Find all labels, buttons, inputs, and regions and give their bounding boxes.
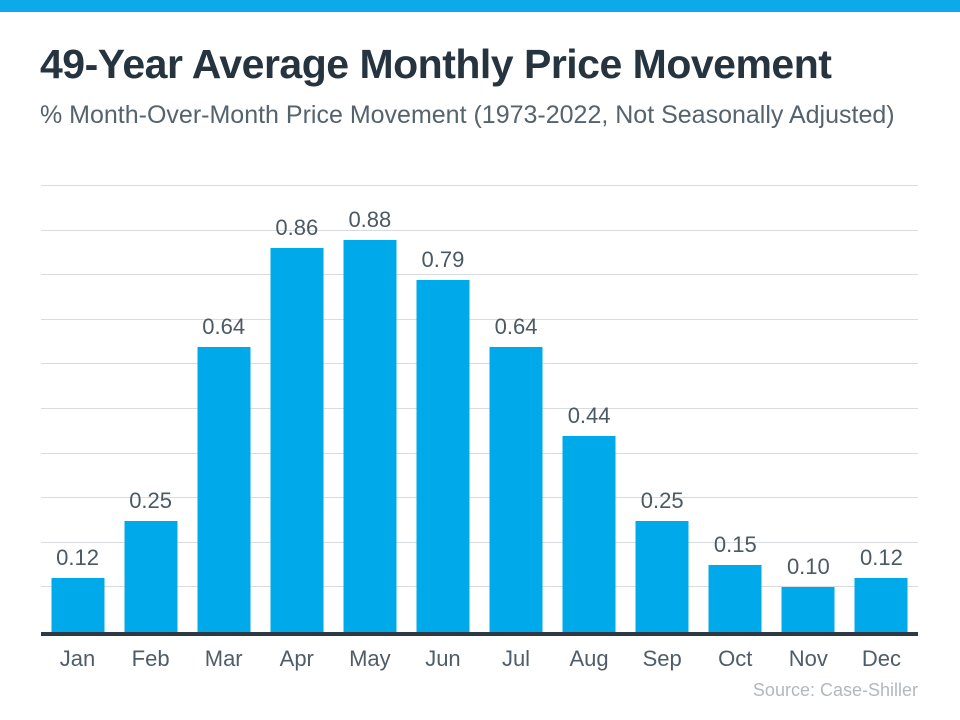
x-tick-dec: Dec bbox=[861, 646, 901, 671]
bar-mar bbox=[197, 346, 251, 632]
gridline bbox=[41, 274, 918, 276]
gridline bbox=[41, 541, 918, 543]
source-credit: Source: Case-Shiller bbox=[752, 680, 918, 700]
bar-slot-feb: 0.25 bbox=[114, 186, 187, 632]
x-tick-may: May bbox=[349, 646, 391, 671]
bar-value-label-aug: 0.44 bbox=[567, 402, 611, 428]
bar-aug bbox=[562, 435, 616, 632]
bar-value-label-may: 0.88 bbox=[348, 206, 392, 232]
bar-slot-oct: 0.15 bbox=[699, 186, 772, 632]
bar-value-label-apr: 0.86 bbox=[275, 215, 319, 241]
x-tick-mar: Mar bbox=[204, 646, 243, 671]
chart-header: 49-Year Average Monthly Price Movement %… bbox=[40, 41, 920, 130]
bar-jul bbox=[489, 346, 543, 632]
page-title: 49-Year Average Monthly Price Movement bbox=[40, 41, 832, 87]
bar-value-label-jul: 0.64 bbox=[494, 313, 538, 339]
x-tick-aug: Aug bbox=[569, 646, 609, 671]
page-subtitle: % Month-Over-Month Price Movement (1973-… bbox=[40, 101, 895, 130]
bar-slot-jan: 0.12 bbox=[41, 186, 114, 632]
bar-jan bbox=[51, 578, 105, 632]
x-tick-nov: Nov bbox=[788, 646, 828, 671]
gridline bbox=[41, 229, 918, 231]
bar-slot-dec: 0.12 bbox=[845, 186, 918, 632]
x-axis-labels: Jan Feb Mar Apr May Jun Jul Aug Sep Oct Nov Dec bbox=[41, 646, 918, 672]
gridline bbox=[41, 318, 918, 320]
bar-value-label-sep: 0.25 bbox=[640, 487, 684, 513]
gridline bbox=[41, 185, 918, 186]
bar-dec bbox=[854, 578, 908, 632]
gridline bbox=[41, 586, 918, 588]
bar-slot-jun: 0.79 bbox=[406, 186, 479, 632]
bar-value-label-jan: 0.12 bbox=[56, 545, 99, 571]
x-tick-oct: Oct bbox=[718, 646, 753, 671]
bar-value-label-mar: 0.64 bbox=[202, 313, 246, 339]
x-tick-feb: Feb bbox=[131, 646, 170, 671]
bar-chart: 0.12 0.25 0.64 0.86 0.88 0.79 0.64 0.44 0.25 0.15… bbox=[41, 185, 918, 701]
bar-value-label-jun: 0.79 bbox=[421, 246, 465, 272]
bar-value-label-dec: 0.12 bbox=[860, 545, 903, 571]
bar-slot-mar: 0.64 bbox=[187, 186, 260, 632]
x-tick-jan: Jan bbox=[59, 646, 96, 671]
bar-slot-nov: 0.10 bbox=[772, 186, 845, 632]
bar-slot-apr: 0.86 bbox=[260, 186, 333, 632]
gridline bbox=[41, 408, 918, 409]
x-tick-sep: Sep bbox=[642, 646, 682, 671]
bar-sep bbox=[635, 520, 689, 632]
gridline bbox=[41, 452, 918, 454]
bar-slot-jul: 0.64 bbox=[480, 186, 553, 632]
bar-oct bbox=[708, 565, 762, 632]
bar-slot-sep: 0.25 bbox=[626, 186, 699, 632]
bar-slot-aug: 0.44 bbox=[553, 186, 626, 632]
x-tick-jul: Jul bbox=[501, 646, 531, 671]
x-tick-jun: Jun bbox=[425, 646, 461, 671]
top-accent-bar bbox=[0, 0, 960, 12]
bar-may bbox=[343, 239, 397, 632]
gridline bbox=[41, 363, 918, 365]
plot-area: 0.12 0.25 0.64 0.86 0.88 0.79 0.64 0.44 0.25 0.15… bbox=[41, 185, 918, 636]
bar-value-label-nov: 0.10 bbox=[786, 554, 830, 580]
bar-value-label-oct: 0.15 bbox=[713, 532, 757, 558]
bar-slot-may: 0.88 bbox=[333, 186, 406, 632]
bar-jun bbox=[416, 279, 470, 632]
bar-nov bbox=[781, 587, 835, 632]
bar-apr bbox=[270, 248, 324, 632]
x-tick-apr: Apr bbox=[279, 646, 314, 671]
bar-feb bbox=[124, 520, 178, 632]
gridline bbox=[41, 497, 918, 499]
bar-value-label-feb: 0.25 bbox=[129, 487, 173, 513]
